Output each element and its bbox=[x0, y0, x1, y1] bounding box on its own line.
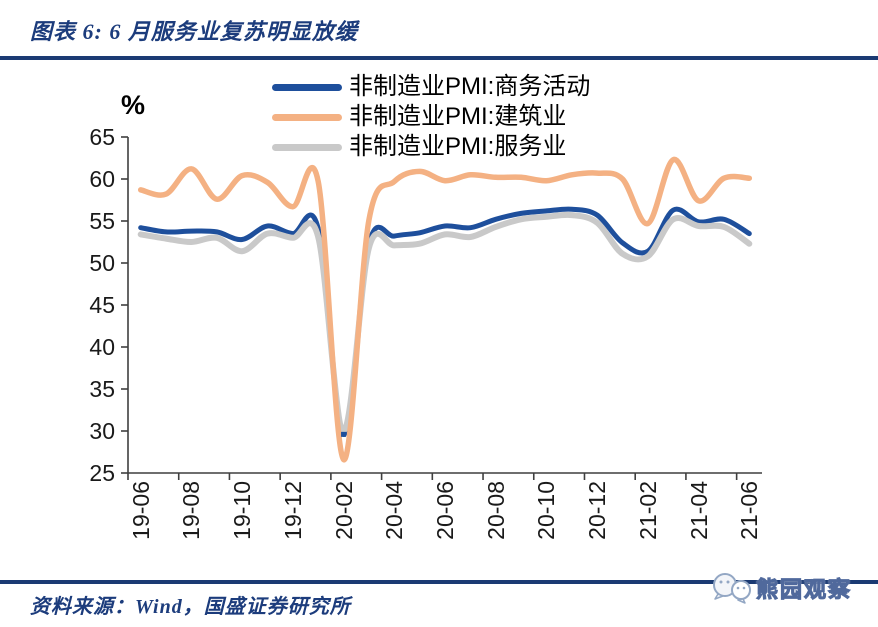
x-tick-label: 20-02 bbox=[330, 481, 357, 540]
legend-swatch-construction bbox=[272, 113, 342, 121]
watermark-text: 熊园观察 bbox=[755, 577, 853, 603]
bottom-divider bbox=[0, 580, 878, 584]
legend-label-construction: 非制造业PMI:建筑业 bbox=[349, 103, 567, 130]
y-tick-label: 60 bbox=[89, 166, 115, 192]
y-tick-label: 30 bbox=[89, 418, 115, 444]
x-tick-label: 21-04 bbox=[685, 481, 712, 540]
y-tick-label: 50 bbox=[89, 250, 115, 276]
top-divider bbox=[0, 56, 878, 60]
y-axis-unit-label: % bbox=[121, 90, 146, 120]
x-tick-label: 20-06 bbox=[432, 481, 458, 540]
legend-item-construction: 非制造业PMI:建筑业 bbox=[272, 102, 590, 132]
y-tick-label: 55 bbox=[89, 208, 115, 234]
y-tick-label: 35 bbox=[89, 376, 115, 402]
x-tick-label: 19-12 bbox=[279, 481, 306, 540]
chat-bubbles-icon bbox=[713, 573, 751, 604]
x-tick-label: 21-06 bbox=[736, 481, 763, 540]
x-tick-label: 19-08 bbox=[178, 481, 205, 540]
source-note: 资料来源：Wind，国盛证券研究所 bbox=[30, 596, 351, 618]
x-tick-label: 20-08 bbox=[482, 481, 509, 540]
legend-label-business-activity: 非制造业PMI:商务活动 bbox=[349, 73, 591, 100]
x-tick-label: 20-04 bbox=[381, 481, 408, 540]
x-tick-label: 19-06 bbox=[127, 481, 154, 540]
legend-item-business-activity: 非制造业PMI:商务活动 bbox=[272, 72, 590, 102]
x-tick-label: 20-12 bbox=[584, 481, 611, 540]
legend-label-services: 非制造业PMI:服务业 bbox=[349, 133, 567, 160]
x-tick-label: 21-02 bbox=[634, 481, 661, 540]
x-tick-label: 20-10 bbox=[533, 481, 560, 540]
legend-swatch-services bbox=[272, 143, 342, 151]
watermark: 熊园观察 bbox=[710, 572, 852, 604]
y-tick-label: 25 bbox=[89, 460, 115, 486]
y-tick-label: 65 bbox=[89, 124, 115, 150]
y-tick-label: 40 bbox=[89, 334, 115, 360]
legend: 非制造业PMI:商务活动 非制造业PMI:建筑业 非制造业PMI:服务业 bbox=[272, 72, 590, 162]
chart-title: 图表 6: 6 月服务业复苏明显放缓 bbox=[30, 19, 358, 44]
legend-item-services: 非制造业PMI:服务业 bbox=[272, 132, 590, 162]
y-tick-label: 45 bbox=[89, 292, 115, 318]
x-tick-label: 19-10 bbox=[229, 481, 256, 540]
legend-swatch-business-activity bbox=[272, 83, 342, 91]
